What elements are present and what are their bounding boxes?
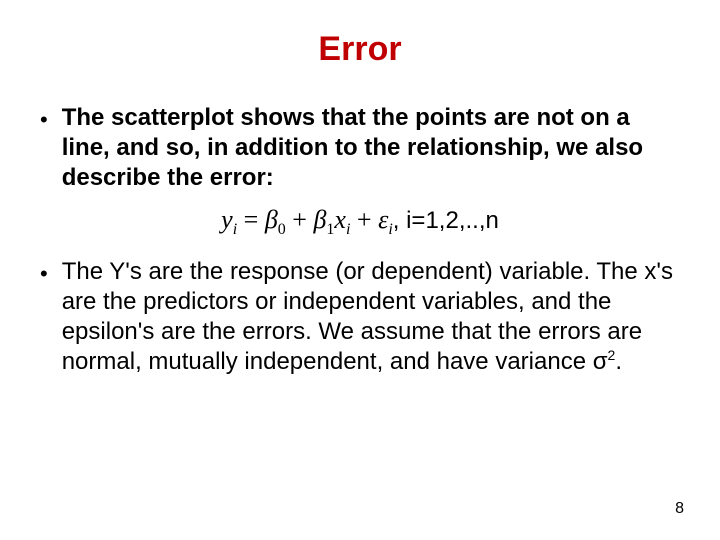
bullet-text: The Y's are the response (or dependent) … (62, 257, 680, 377)
bullet-text: The scatterplot shows that the points ar… (62, 103, 680, 193)
bullet-item: • The scatterplot shows that the points … (40, 103, 680, 193)
page-number: 8 (675, 500, 684, 518)
sigma-squared-exponent: 2 (608, 347, 616, 363)
bullet-dot-icon: • (40, 261, 48, 287)
bullet-dot-icon: • (40, 107, 48, 133)
eq-plus1: + (286, 205, 314, 234)
eq-plus2: + (350, 205, 378, 234)
bullet-item: • The Y's are the response (or dependent… (40, 257, 680, 377)
eq-b1: β (313, 205, 326, 234)
eq-eps: ε (378, 205, 388, 234)
eq-tail: , i=1,2,..,n (393, 207, 499, 234)
regression-equation: yi = β0 + β1xi + εi, i=1,2,..,n (221, 205, 499, 239)
eq-y: y (221, 205, 233, 234)
slide-title: Error (40, 30, 680, 69)
equation-block: yi = β0 + β1xi + εi, i=1,2,..,n (40, 205, 680, 239)
eq-b0: β (265, 205, 278, 234)
eq-b0-sub: 0 (278, 221, 286, 238)
eq-x: x (334, 205, 346, 234)
eq-eq: = (237, 205, 265, 234)
